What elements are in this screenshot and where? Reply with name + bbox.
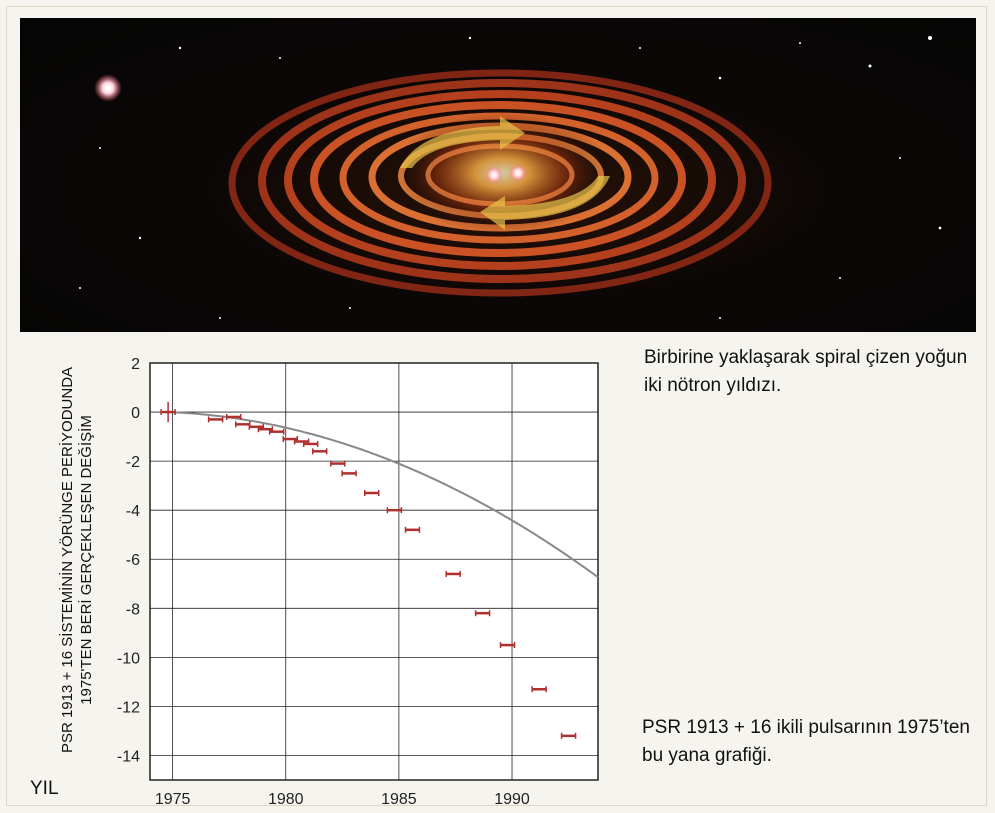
illustration-caption: Birbirine yaklaşarak spiral çizen yoğun … bbox=[644, 347, 968, 396]
data-point bbox=[268, 428, 285, 435]
data-point bbox=[225, 413, 242, 420]
data-point bbox=[531, 686, 547, 693]
y-axis-label-line1: PSR 1913 + 16 SİSTEMİNİN YÖRÜNGE PERİYOD… bbox=[59, 366, 76, 754]
x-tick-label: 1985 bbox=[381, 791, 417, 808]
data-point bbox=[386, 507, 403, 514]
data-point bbox=[341, 470, 357, 477]
y-tick-label: 2 bbox=[131, 356, 140, 373]
data-point bbox=[499, 642, 516, 649]
y-tick-label: 0 bbox=[131, 405, 140, 422]
data-point bbox=[311, 448, 328, 455]
orbital-period-chart: 2 0 -2 -4 -6 -8 -10 -12 -14 1975 1980 1985 1990 bbox=[117, 356, 599, 808]
neutron-star-right bbox=[509, 164, 527, 182]
data-point bbox=[302, 440, 319, 447]
chart-caption: PSR 1913 + 16 ikili pulsarının 1975’ten … bbox=[642, 717, 970, 766]
y-tick-label: -12 bbox=[117, 699, 140, 716]
data-point bbox=[160, 402, 176, 423]
page-frame bbox=[6, 6, 987, 806]
x-tick-label: 1990 bbox=[494, 791, 530, 808]
y-axis-label-line2: 1975'TEN BERİ GERÇEKLEŞEN DEĞİŞİM bbox=[78, 415, 95, 705]
background-stars bbox=[79, 36, 942, 319]
data-point bbox=[560, 732, 577, 739]
data-point bbox=[330, 460, 346, 467]
y-tick-label: -10 bbox=[117, 650, 140, 667]
data-point bbox=[474, 610, 491, 617]
y-tick-label: -8 bbox=[126, 601, 140, 618]
x-axis-label: YIL bbox=[30, 778, 59, 799]
y-tick-label: -2 bbox=[126, 454, 140, 471]
y-tick-label: -4 bbox=[126, 503, 140, 520]
data-point bbox=[445, 570, 461, 577]
spiral-illustration bbox=[79, 36, 942, 319]
data-point bbox=[363, 490, 380, 497]
x-tick-label: 1980 bbox=[268, 791, 304, 808]
neutron-star-illustration bbox=[20, 18, 976, 332]
fitted-curve bbox=[168, 411, 599, 579]
data-point bbox=[404, 526, 421, 533]
x-tick-label: 1975 bbox=[155, 791, 191, 808]
y-axis-label: PSR 1913 + 16 SİSTEMİNİN YÖRÜNGE PERİYOD… bbox=[58, 340, 98, 780]
y-tick-label: -14 bbox=[117, 748, 140, 765]
neutron-star-left bbox=[485, 166, 503, 184]
y-tick-label: -6 bbox=[126, 552, 140, 569]
data-point bbox=[207, 416, 224, 423]
orbit-arrows-icon bbox=[400, 116, 610, 230]
plot-area bbox=[149, 362, 599, 781]
